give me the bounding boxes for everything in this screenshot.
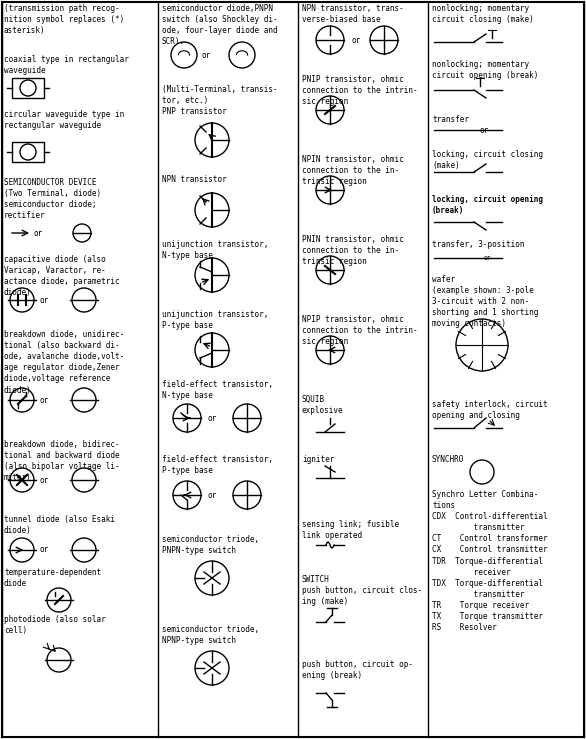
Text: capacitive diode (also
Varicap, Varactor, re-
actance diode, parametric
diode): capacitive diode (also Varicap, Varactor… [4, 255, 120, 297]
Text: or: or [208, 414, 217, 423]
Text: transfer: transfer [432, 115, 469, 124]
Text: SEMICONDUCTOR DEVICE
(Two Terminal, diode): SEMICONDUCTOR DEVICE (Two Terminal, diod… [4, 178, 101, 198]
Text: breakdown diode, bidirec-
tional and backward diode
(also bipolar voltage li-
mi: breakdown diode, bidirec- tional and bac… [4, 440, 120, 483]
Text: or: or [484, 255, 492, 261]
Text: (transmission path recog-
nition symbol replaces (*)
asterisk): (transmission path recog- nition symbol … [4, 4, 124, 35]
Text: SYNCHRO: SYNCHRO [432, 455, 464, 464]
Text: nonlocking; momentary
circuit opening (break): nonlocking; momentary circuit opening (b… [432, 60, 539, 80]
Text: push button, circuit op-
ening (break): push button, circuit op- ening (break) [302, 660, 413, 680]
Text: or: or [34, 228, 43, 237]
Text: or: or [40, 395, 49, 404]
Text: locking, circuit opening
(break): locking, circuit opening (break) [432, 195, 543, 215]
Text: locking, circuit closing
(make): locking, circuit closing (make) [432, 150, 543, 170]
Bar [12, 78, 44, 98]
Text: transfer, 3-position: transfer, 3-position [432, 240, 524, 249]
Text: semiconductor triode,
PNPN-type switch: semiconductor triode, PNPN-type switch [162, 535, 259, 555]
Text: wafer
(example shown: 3-pole
3-circuit with 2 non-
shorting and 1 shorting
movin: wafer (example shown: 3-pole 3-circuit w… [432, 275, 539, 328]
Text: safety interlock, circuit
opening and closing: safety interlock, circuit opening and cl… [432, 400, 548, 420]
Text: NPIP transistor, ohmic
connection to the intrin-
sic region: NPIP transistor, ohmic connection to the… [302, 315, 418, 346]
Text: field-effect transistor,
N-type base: field-effect transistor, N-type base [162, 380, 273, 400]
Text: SWITCH
push button, circuit clos-
ing (make): SWITCH push button, circuit clos- ing (m… [302, 575, 423, 606]
Text: or: or [480, 126, 489, 134]
Text: NPN transistor: NPN transistor [162, 175, 227, 184]
Text: NPN transistor, trans-
verse-biased base: NPN transistor, trans- verse-biased base [302, 4, 404, 24]
Text: nonlocking; momentary
circuit closing (make): nonlocking; momentary circuit closing (m… [432, 4, 534, 24]
Text: igniter: igniter [302, 455, 335, 464]
Text: photodiode (also solar
cell): photodiode (also solar cell) [4, 615, 105, 635]
Text: or: or [40, 545, 49, 554]
Text: semiconductor triode,
NPNP-type switch: semiconductor triode, NPNP-type switch [162, 625, 259, 645]
Text: or: or [40, 296, 49, 304]
Text: unijunction transistor,
N-type base: unijunction transistor, N-type base [162, 240, 268, 260]
Text: breakdown diode, unidirec-
tional (also backward di-
ode, avalanche diode,volt-
: breakdown diode, unidirec- tional (also … [4, 330, 124, 395]
Text: semiconductor diode,PNPN
switch (also Shockley di-
ode, four-layer diode and
SCR: semiconductor diode,PNPN switch (also Sh… [162, 4, 278, 47]
Text: tunnel diode (also Esaki
diode): tunnel diode (also Esaki diode) [4, 515, 115, 535]
Text: temperature-dependent
diode: temperature-dependent diode [4, 568, 101, 588]
Text: unijunction transistor,
P-type base: unijunction transistor, P-type base [162, 310, 268, 330]
Bar [12, 142, 44, 162]
Text: (Multi-Terminal, transis-
tor, etc.)
PNP transistor: (Multi-Terminal, transis- tor, etc.) PNP… [162, 85, 278, 116]
Text: sensing link; fusible
link operated: sensing link; fusible link operated [302, 520, 399, 540]
Text: PNIN transistor, ohmic
connection to the in-
trinsic region: PNIN transistor, ohmic connection to the… [302, 235, 404, 266]
Text: field-effect transistor,
P-type base: field-effect transistor, P-type base [162, 455, 273, 475]
Text: or: or [208, 491, 217, 500]
Text: circular waveguide type in
rectangular waveguide: circular waveguide type in rectangular w… [4, 110, 124, 130]
Text: PNIP transistor, ohmic
connection to the intrin-
sic region: PNIP transistor, ohmic connection to the… [302, 75, 418, 106]
Text: coaxial type in rectangular
waveguide: coaxial type in rectangular waveguide [4, 55, 129, 75]
Text: or: or [352, 35, 361, 44]
Text: SQUIB
explosive: SQUIB explosive [302, 395, 343, 415]
Text: or: or [202, 50, 211, 60]
Text: NPIN transistor, ohmic
connection to the in-
trinsic region: NPIN transistor, ohmic connection to the… [302, 155, 404, 186]
Text: Synchro Letter Combina-
tions
CDX  Control-differential
         transmitter
CT : Synchro Letter Combina- tions CDX Contro… [432, 490, 548, 632]
Text: or: or [40, 475, 49, 485]
Text: semiconductor diode;
rectifier: semiconductor diode; rectifier [4, 200, 97, 220]
